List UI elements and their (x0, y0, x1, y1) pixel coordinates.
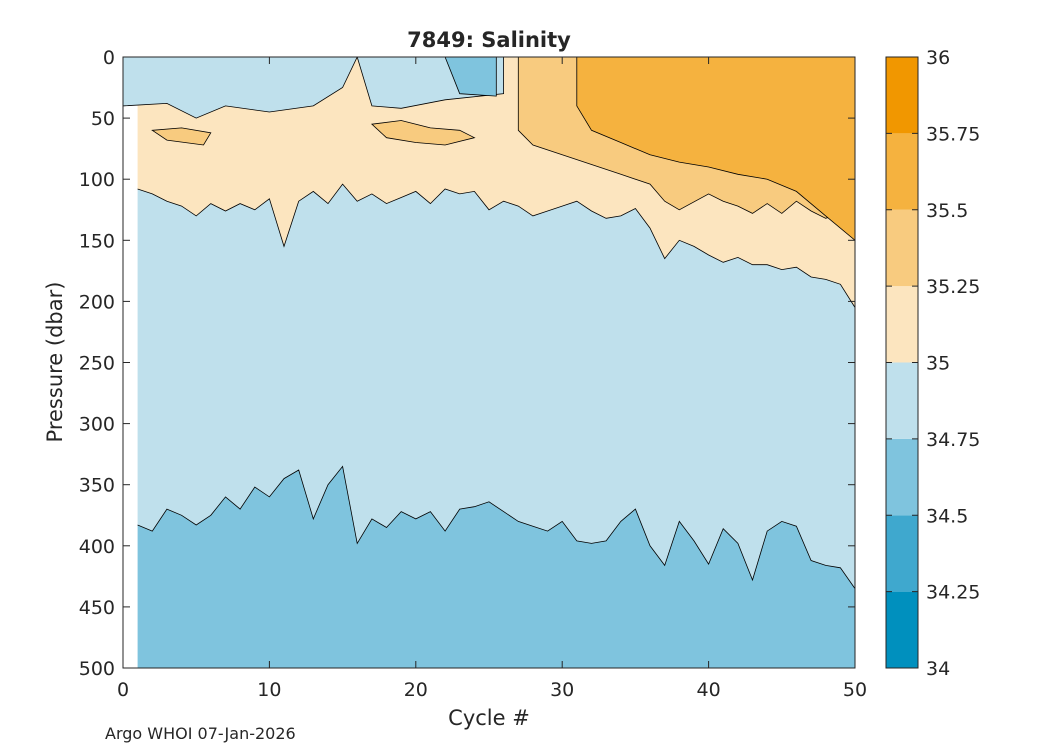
y-tick-label: 450 (79, 597, 115, 619)
y-tick-label: 250 (79, 353, 115, 375)
y-tick-label: 100 (79, 169, 115, 191)
colorbar-segment (886, 362, 918, 439)
surface-fresh-patch (122, 56, 358, 119)
y-axis-label: Pressure (dbar) (43, 282, 67, 443)
colorbar-tick-label: 35.5 (926, 200, 968, 222)
x-tick-label: 10 (257, 679, 281, 701)
colorbar-tick-label: 36 (926, 47, 950, 69)
x-axis-label: Cycle # (448, 706, 530, 730)
saline-lens-2 (151, 127, 212, 146)
colorbar: 34 34.25 34.5 34.75 35 35.25 35.5 35.75 36 (885, 47, 980, 680)
y-tick-label: 500 (79, 658, 115, 680)
axes: 0 10 20 30 40 5005010015020025030035040045050… (79, 47, 867, 701)
y-tick-label: 350 (79, 475, 115, 497)
colorbar-tick-label: 34 (926, 658, 950, 680)
colorbar-tick-label: 34.25 (926, 582, 980, 604)
contour-line-34.75 (137, 465, 856, 589)
colorbar-segment (886, 591, 918, 668)
footer-credit: Argo WHOI 07-Jan-2026 (105, 724, 296, 743)
y-tick-label: 50 (91, 108, 115, 130)
colorbar-segment (886, 438, 918, 516)
band-34.5-34.75 (137, 466, 856, 668)
colorbar-tick-label: 34.75 (926, 429, 980, 451)
contour-line-35 (137, 183, 856, 308)
colorbar-tick-label: 35.25 (926, 276, 980, 298)
x-tick-label: 50 (843, 679, 867, 701)
x-tick-label: 20 (404, 679, 428, 701)
chart-title: 7849: Salinity (407, 28, 571, 52)
y-tick-label: 400 (79, 536, 115, 558)
band-34.75-35 (137, 184, 856, 589)
x-tick-label: 0 (117, 679, 129, 701)
y-tick-label: 0 (103, 47, 115, 69)
colorbar-segment (886, 209, 918, 287)
plot-area (122, 56, 856, 668)
colorbar-segment (886, 515, 918, 592)
colorbar-segment (886, 133, 918, 210)
colorbar-segment (886, 286, 918, 363)
y-tick-label: 200 (79, 291, 115, 313)
x-tick-label: 30 (550, 679, 574, 701)
x-tick-label: 40 (697, 679, 721, 701)
y-tick-label: 150 (79, 230, 115, 252)
y-tick-label: 300 (79, 414, 115, 436)
colorbar-tick-label: 35 (926, 353, 950, 375)
colorbar-segment (886, 57, 918, 134)
colorbar-tick-label: 34.5 (926, 505, 968, 527)
colorbar-tick-label: 35.75 (926, 123, 980, 145)
saline-lens (370, 120, 476, 146)
